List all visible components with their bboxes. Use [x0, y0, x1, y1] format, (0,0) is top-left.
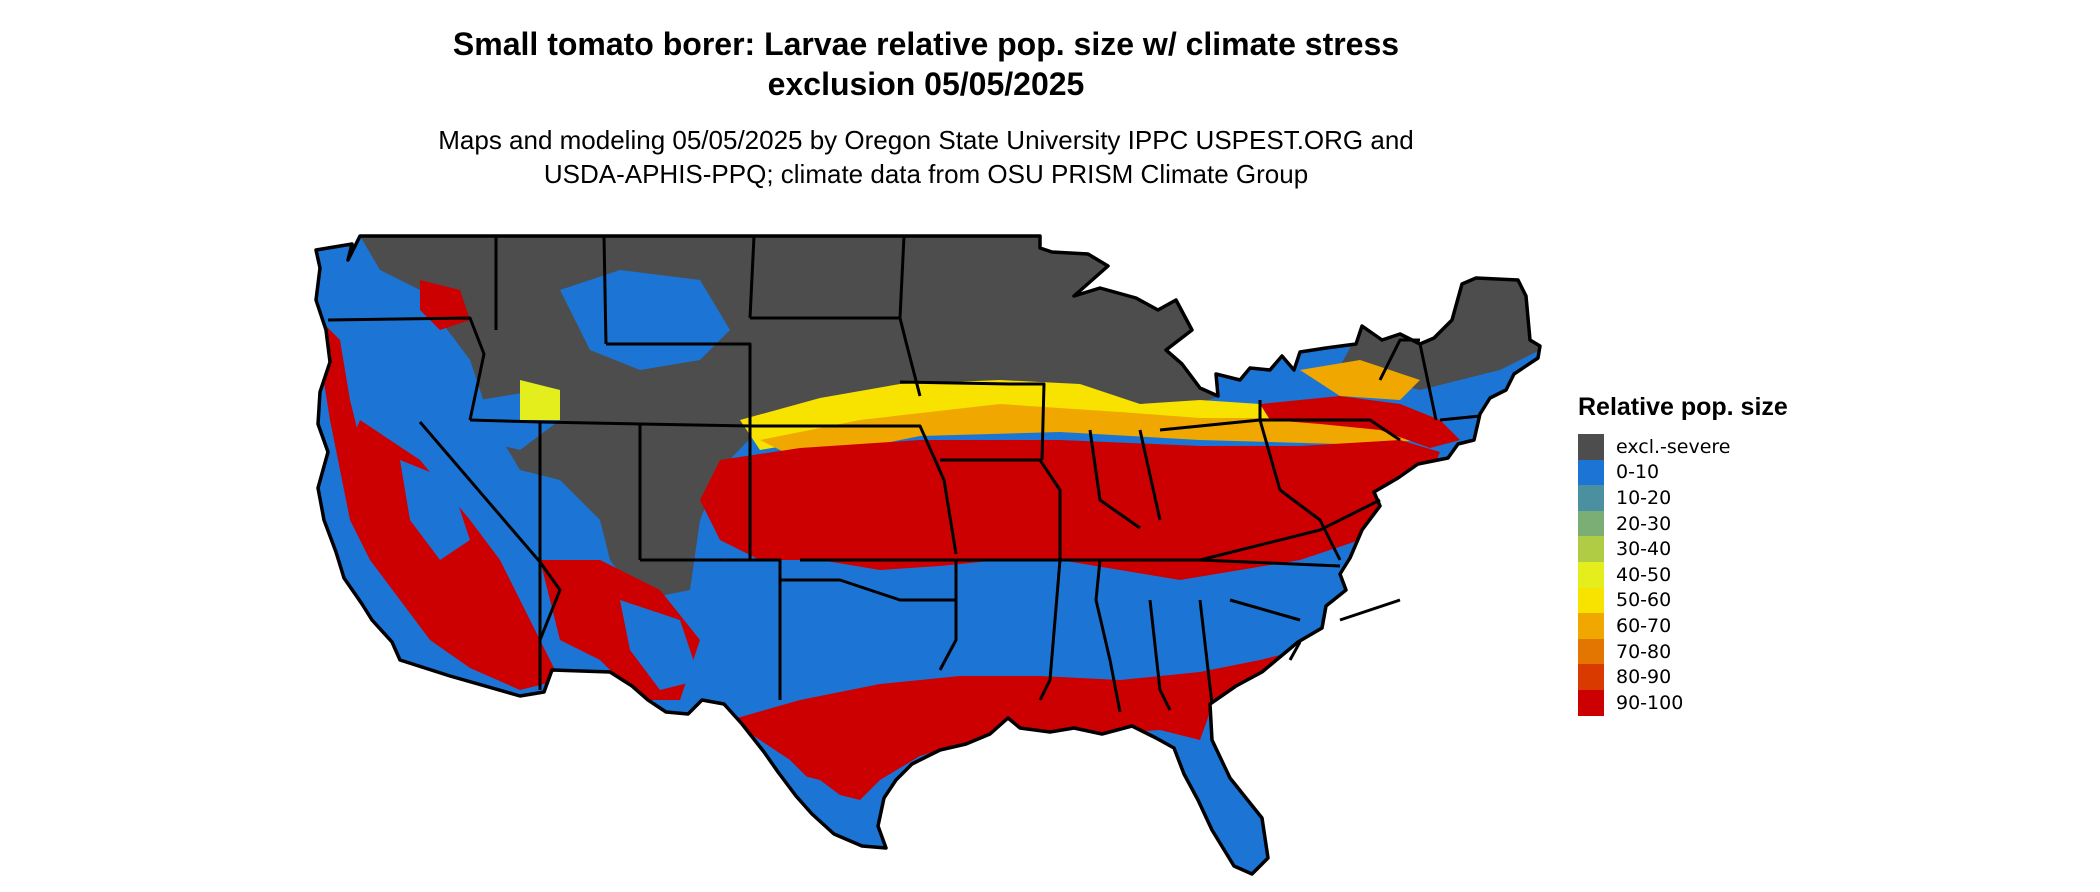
legend-label: 0-10 — [1616, 461, 1660, 484]
legend-swatch — [1578, 587, 1604, 614]
legend-swatch — [1578, 536, 1604, 562]
map-subtitle-line1: Maps and modeling 05/05/2025 by Oregon S… — [438, 125, 1414, 155]
map-title-line2: exclusion 05/05/2025 — [767, 66, 1085, 102]
legend-items: excl.-severe 0-10 10-20 20-30 30-40 40-50 50-6… — [1578, 434, 1788, 716]
legend-swatch — [1578, 664, 1604, 690]
legend-swatch — [1578, 613, 1604, 639]
legend-swatch — [1578, 510, 1604, 537]
legend-item: 20-30 — [1578, 510, 1788, 537]
legend-label: 10-20 — [1616, 486, 1672, 509]
legend-label: 60-70 — [1616, 614, 1672, 637]
legend-label: 80-90 — [1616, 666, 1672, 689]
legend-swatch — [1578, 485, 1604, 511]
legend-item: 70-80 — [1578, 638, 1788, 665]
legend-label: 70-80 — [1616, 640, 1672, 663]
legend-label: 90-100 — [1616, 691, 1684, 714]
legend-item: excl.-severe — [1578, 434, 1788, 460]
legend-swatch — [1578, 459, 1604, 486]
legend-label: 20-30 — [1616, 512, 1672, 535]
map-title: Small tomato borer: Larvae relative pop.… — [300, 24, 1552, 104]
legend-item: 80-90 — [1578, 664, 1788, 690]
legend-swatch — [1578, 561, 1604, 588]
legend-label: 30-40 — [1616, 538, 1672, 561]
legend-title: Relative pop. size — [1578, 393, 1788, 421]
legend-item: 0-10 — [1578, 459, 1788, 486]
legend-label: excl.-severe — [1616, 435, 1731, 458]
legend-label: 40-50 — [1616, 563, 1672, 586]
legend-item: 60-70 — [1578, 613, 1788, 639]
legend-item: 10-20 — [1578, 485, 1788, 511]
legend-swatch — [1578, 689, 1604, 716]
map-legend: Relative pop. size excl.-severe 0-10 10-20… — [1578, 393, 1788, 716]
legend-swatch — [1578, 434, 1604, 460]
legend-swatch — [1578, 638, 1604, 665]
legend-item: 50-60 — [1578, 587, 1788, 614]
map-subtitle-line2: USDA-APHIS-PPQ; climate data from OSU PR… — [543, 159, 1309, 189]
legend-item: 30-40 — [1578, 536, 1788, 562]
map-subtitle: Maps and modeling 05/05/2025 by Oregon S… — [300, 123, 1552, 191]
map-title-line1: Small tomato borer: Larvae relative pop.… — [452, 26, 1400, 62]
legend-label: 50-60 — [1616, 589, 1672, 612]
legend-item: 40-50 — [1578, 561, 1788, 588]
legend-item: 90-100 — [1578, 689, 1788, 716]
